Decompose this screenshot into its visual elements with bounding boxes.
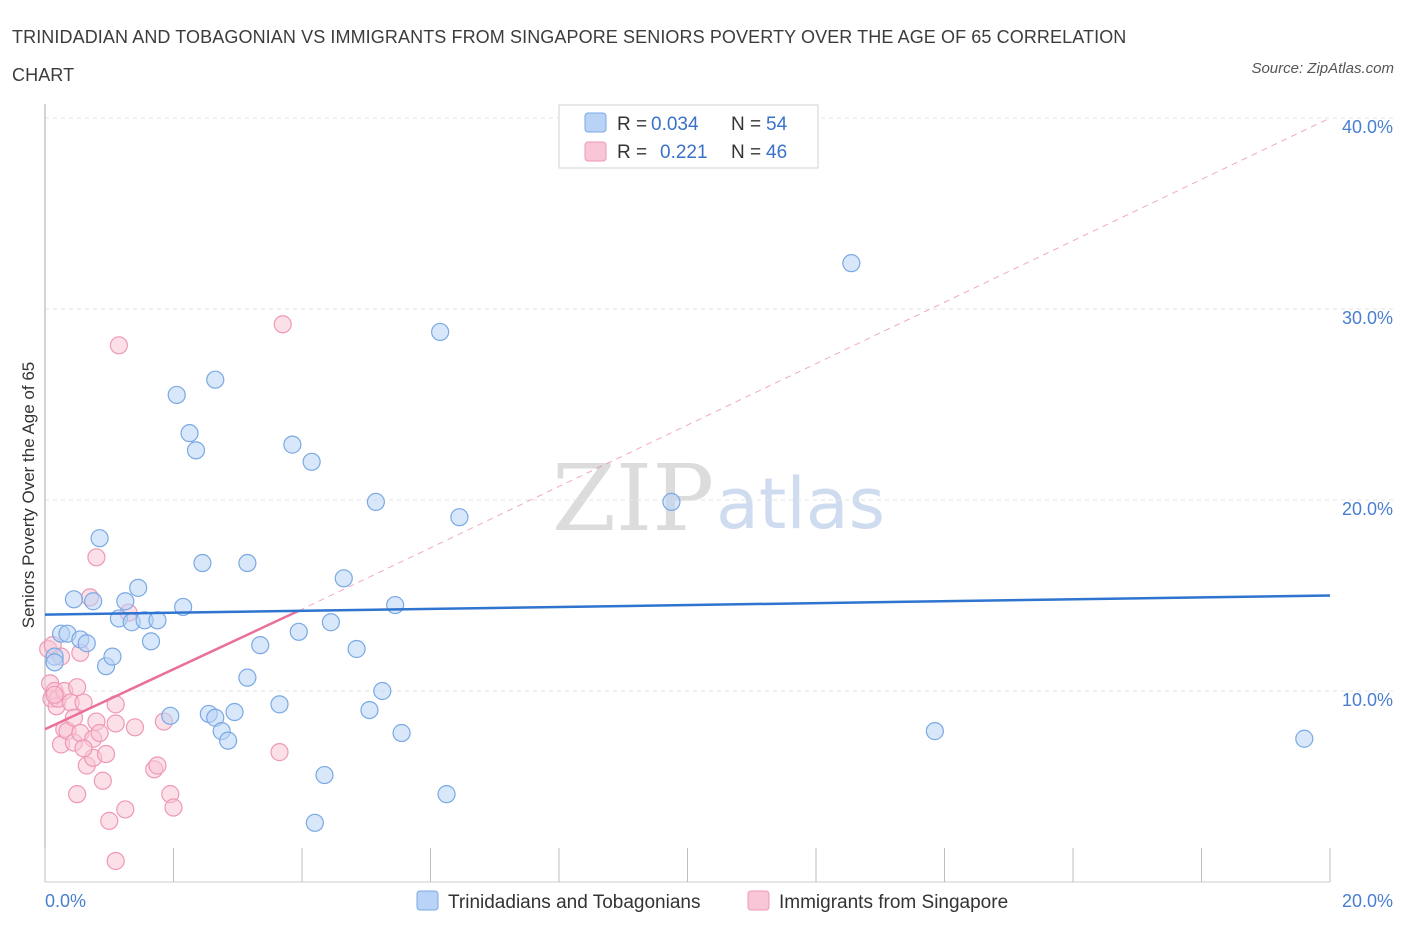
bottom-legend-item-1: Trinidadians and Tobagonians [448, 892, 700, 913]
legend-r-label-1: R = [617, 114, 647, 135]
trinidad-point [334, 569, 353, 588]
singapore-point [68, 678, 87, 697]
trinidad-point [842, 254, 861, 273]
trinidad-point [392, 723, 411, 743]
singapore-point [106, 714, 125, 733]
trend-lines [44, 117, 1331, 731]
singapore-point [116, 800, 135, 819]
trinidad-point [925, 722, 944, 741]
y-axis-label: Seniors Poverty Over the Age of 65 [19, 362, 38, 628]
legend-swatch-blue [584, 112, 607, 133]
trinidad-point [103, 647, 122, 666]
singapore-point [109, 336, 128, 355]
trinidad-point [238, 553, 257, 573]
bottom-legend-swatch-blue [416, 890, 439, 911]
trinidad-point [148, 611, 167, 630]
watermark-atlas: atlas [716, 463, 885, 545]
trinidad-point [225, 702, 244, 722]
trinidad-point [64, 590, 84, 609]
chart-title: TRINIDADIAN AND TOBAGONIAN VS IMMIGRANTS… [12, 27, 1127, 85]
trinidad-point [373, 681, 392, 701]
singapore-point [90, 723, 109, 743]
legend-n-label-2: N = [731, 142, 761, 163]
trinidad-point [270, 695, 289, 714]
watermark-zip: ZIP [552, 445, 714, 552]
y-tick-labels: 10.0% 20.0% 30.0% 40.0% [1342, 117, 1393, 710]
trinidad-point [219, 731, 238, 750]
trinidad-point [386, 595, 405, 615]
singapore-point [164, 798, 183, 817]
trinidad-point [167, 385, 186, 405]
trinidad-point [174, 597, 193, 617]
trinidad-point [662, 492, 681, 512]
legend-r-value-1: 0.034 [651, 114, 699, 135]
trinidad-point [141, 632, 161, 651]
trinidad-point [431, 322, 450, 342]
trinidad-point [238, 668, 257, 687]
trinidad-point [116, 592, 135, 611]
trinidad-point [450, 508, 469, 527]
trinidad-point [206, 370, 225, 389]
trinidad-point [366, 492, 385, 512]
x-tick-label-max: 20.0% [1342, 891, 1393, 911]
trinidad-point [1295, 729, 1314, 748]
singapore-point [87, 548, 106, 567]
trinidad-point [251, 636, 270, 655]
trinidad-point [437, 785, 456, 804]
singapore-point [100, 811, 119, 830]
legend-n-value-1: 54 [766, 114, 788, 135]
trinidad-point [45, 653, 64, 672]
trinidad-point [84, 592, 103, 611]
trinidad-point [180, 424, 199, 443]
singapore-point [270, 743, 289, 762]
y-tick-label-20: 20.0% [1342, 499, 1393, 519]
legend-n-value-2: 46 [766, 142, 787, 163]
trinidad-point [360, 700, 379, 720]
bottom-legend: Trinidadians and Tobagonians Immigrants … [416, 890, 1008, 913]
singapore-point [93, 771, 112, 790]
trinidad-point [90, 529, 109, 548]
singapore-point [68, 785, 87, 804]
trinidad-point [321, 613, 341, 632]
singapore-trend-extension [298, 117, 1331, 612]
singapore-point [45, 685, 64, 704]
trinidad-point [161, 706, 180, 725]
axes [44, 104, 1331, 883]
trinidad-point [302, 452, 321, 471]
trinidad-point [193, 553, 212, 573]
singapore-trend-line [44, 609, 300, 731]
trinidad-point [305, 813, 324, 832]
legend-swatch-pink [584, 141, 607, 162]
singapore-point [273, 315, 292, 334]
singapore-point [74, 739, 93, 758]
top-legend: R = 0.034 N = 54 R = 0.221 N = 46 [558, 104, 819, 169]
bottom-legend-swatch-pink [747, 890, 770, 911]
y-tick-label-10: 10.0% [1342, 690, 1393, 710]
trinidad-point [77, 634, 96, 653]
singapore-point [148, 756, 167, 775]
legend-r-value-2: 0.221 [660, 142, 708, 163]
legend-n-label-1: N = [731, 114, 761, 135]
trinidad-point [129, 578, 148, 597]
trinidad-point [347, 639, 366, 659]
legend-r-label-2: R = [617, 142, 647, 163]
series-trinidad-points [45, 254, 1314, 832]
trinidad-point [186, 441, 206, 460]
trinidad-point [289, 622, 308, 641]
trinidad-point [315, 765, 334, 785]
y-tick-label-40: 40.0% [1342, 117, 1393, 137]
bottom-legend-item-2: Immigrants from Singapore [779, 892, 1008, 913]
singapore-point [125, 718, 145, 737]
trinidad-trend-line [44, 594, 1331, 616]
trinidad-point [283, 435, 302, 454]
x-tick-label-min: 0.0% [45, 891, 86, 911]
source-label: Source: ZipAtlas.com [1251, 60, 1394, 77]
singapore-point [96, 744, 116, 764]
singapore-point [106, 851, 125, 871]
y-tick-label-30: 30.0% [1342, 308, 1393, 328]
